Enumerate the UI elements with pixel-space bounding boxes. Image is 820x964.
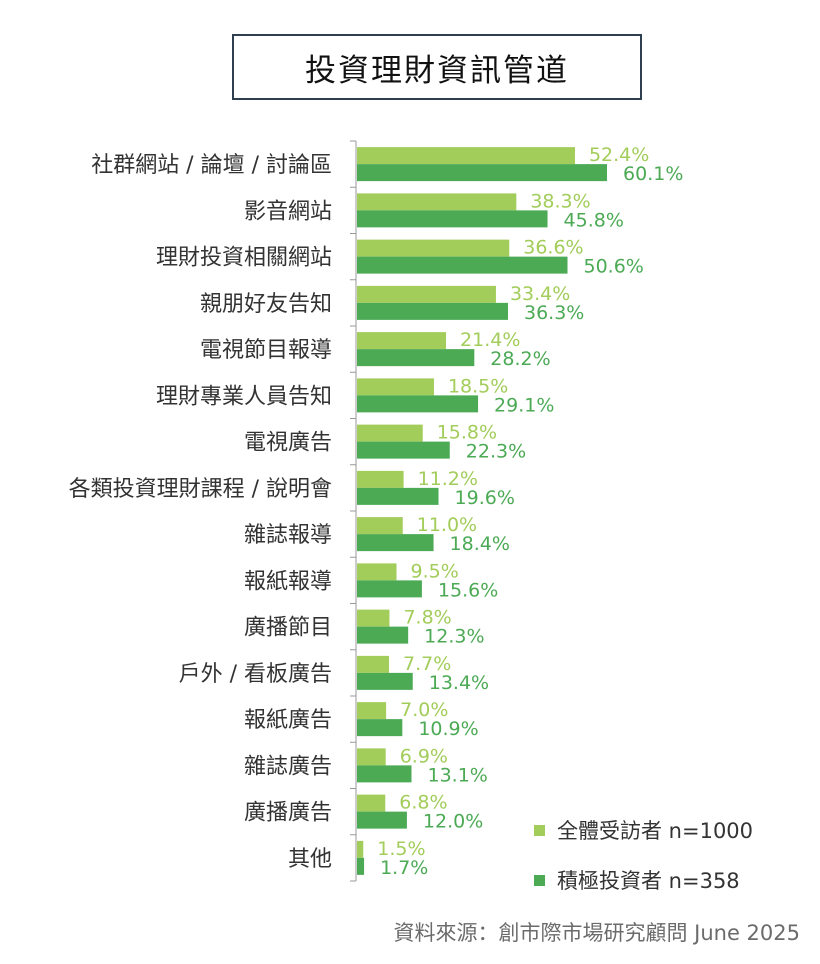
bar-active <box>357 441 450 459</box>
legend-swatch-active <box>534 874 545 886</box>
data-label-active: 12.3% <box>424 626 484 648</box>
data-label-active: 22.3% <box>466 441 526 463</box>
data-label-active: 36.3% <box>524 302 584 324</box>
bar-all <box>357 193 517 211</box>
legend: 全體受訪者 n=1000 積極投資者 n=358 <box>534 818 753 918</box>
bar-active <box>357 857 365 875</box>
category-label: 理財投資相關網站 <box>156 246 332 271</box>
bar-active <box>357 580 422 598</box>
data-label-active: 19.6% <box>455 487 515 509</box>
category-label: 廣播廣告 <box>244 801 332 826</box>
data-label-active: 29.1% <box>494 394 554 416</box>
bar-active <box>357 210 548 228</box>
category-label: 報紙報導 <box>244 569 332 594</box>
data-label-active: 10.9% <box>418 718 478 740</box>
legend-label-active: 積極投資者 n=358 <box>557 869 740 893</box>
data-label-active: 50.6% <box>583 256 643 278</box>
category-label: 廣播節目 <box>244 616 332 641</box>
bar-all <box>357 517 403 535</box>
data-label-all: 6.8% <box>399 792 447 814</box>
data-label-all: 38.3% <box>530 190 590 212</box>
data-label-all: 9.5% <box>411 560 459 582</box>
chart-title: 投資理財資訊管道 <box>305 52 569 89</box>
bar-active <box>357 256 568 274</box>
data-label-all: 11.2% <box>418 468 478 490</box>
data-label-active: 15.6% <box>438 579 498 601</box>
legend-item-all: 全體受訪者 n=1000 <box>534 818 754 843</box>
data-label-all: 6.9% <box>400 745 448 767</box>
legend-swatch-all <box>534 824 545 836</box>
bar-all <box>357 748 386 766</box>
bar-all <box>357 378 434 396</box>
data-label-all: 33.4% <box>510 283 570 305</box>
data-label-active: 28.2% <box>490 348 550 370</box>
legend-item-active: 積極投資者 n=358 <box>534 868 753 893</box>
data-label-active: 13.4% <box>429 672 489 694</box>
category-label: 影音網站 <box>244 199 332 224</box>
bar-active <box>357 349 475 367</box>
data-label-all: 7.7% <box>403 653 451 675</box>
bar-active <box>357 302 509 320</box>
data-label-active: 13.1% <box>427 764 487 786</box>
source-note: 資料來源：創市際市場研究顧問 June 2025 <box>393 921 800 945</box>
chart-title-box: 投資理財資訊管道 <box>232 34 642 100</box>
data-label-active: 18.4% <box>450 533 510 555</box>
bar-all <box>357 609 390 627</box>
category-label: 其他 <box>288 847 332 872</box>
bar-active <box>357 395 479 413</box>
category-label: 各類投資理財課程 / 說明會 <box>69 477 332 502</box>
bar-active <box>357 487 439 505</box>
category-label: 報紙廣告 <box>244 708 332 733</box>
category-label: 戶外 / 看板廣告 <box>179 662 332 687</box>
bar-active <box>357 765 412 783</box>
data-label-all: 1.5% <box>377 838 425 860</box>
bar-all <box>357 563 397 581</box>
category-label: 理財專業人員告知 <box>156 384 332 409</box>
data-label-active: 12.0% <box>423 811 483 833</box>
category-label: 雜誌報導 <box>244 523 332 548</box>
data-label-active: 45.8% <box>564 209 624 231</box>
bar-active <box>357 534 434 552</box>
bar-active <box>357 719 403 737</box>
bar-all <box>357 332 447 350</box>
data-label-all: 18.5% <box>448 375 508 397</box>
data-label-active: 60.1% <box>623 163 683 185</box>
bar-all <box>357 147 575 165</box>
bar-all <box>357 840 364 858</box>
bar-all <box>357 655 390 673</box>
bar-all <box>357 424 423 442</box>
category-label: 雜誌廣告 <box>244 754 332 779</box>
bar-all <box>357 470 404 488</box>
bar-active <box>357 626 409 644</box>
category-label: 社群網站 / 論壇 / 討論區 <box>91 153 332 178</box>
category-label: 電視廣告 <box>244 431 332 456</box>
data-label-all: 7.0% <box>400 699 448 721</box>
category-label: 親朋好友告知 <box>200 292 332 317</box>
data-label-all: 15.8% <box>437 422 497 444</box>
data-label-all: 11.0% <box>417 514 477 536</box>
category-label: 電視節目報導 <box>200 338 332 363</box>
bar-all <box>357 702 387 720</box>
legend-label-all: 全體受訪者 n=1000 <box>557 819 754 843</box>
bar-active <box>357 672 413 690</box>
bar-all <box>357 239 510 257</box>
data-label-active: 1.7% <box>380 857 428 879</box>
bar-all <box>357 285 496 303</box>
bar-active <box>357 164 608 182</box>
bar-all <box>357 794 386 812</box>
data-label-all: 7.8% <box>403 607 451 629</box>
data-label-all: 21.4% <box>460 329 520 351</box>
bar-active <box>357 811 407 829</box>
data-label-all: 36.6% <box>523 237 583 259</box>
data-label-all: 52.4% <box>589 144 649 166</box>
